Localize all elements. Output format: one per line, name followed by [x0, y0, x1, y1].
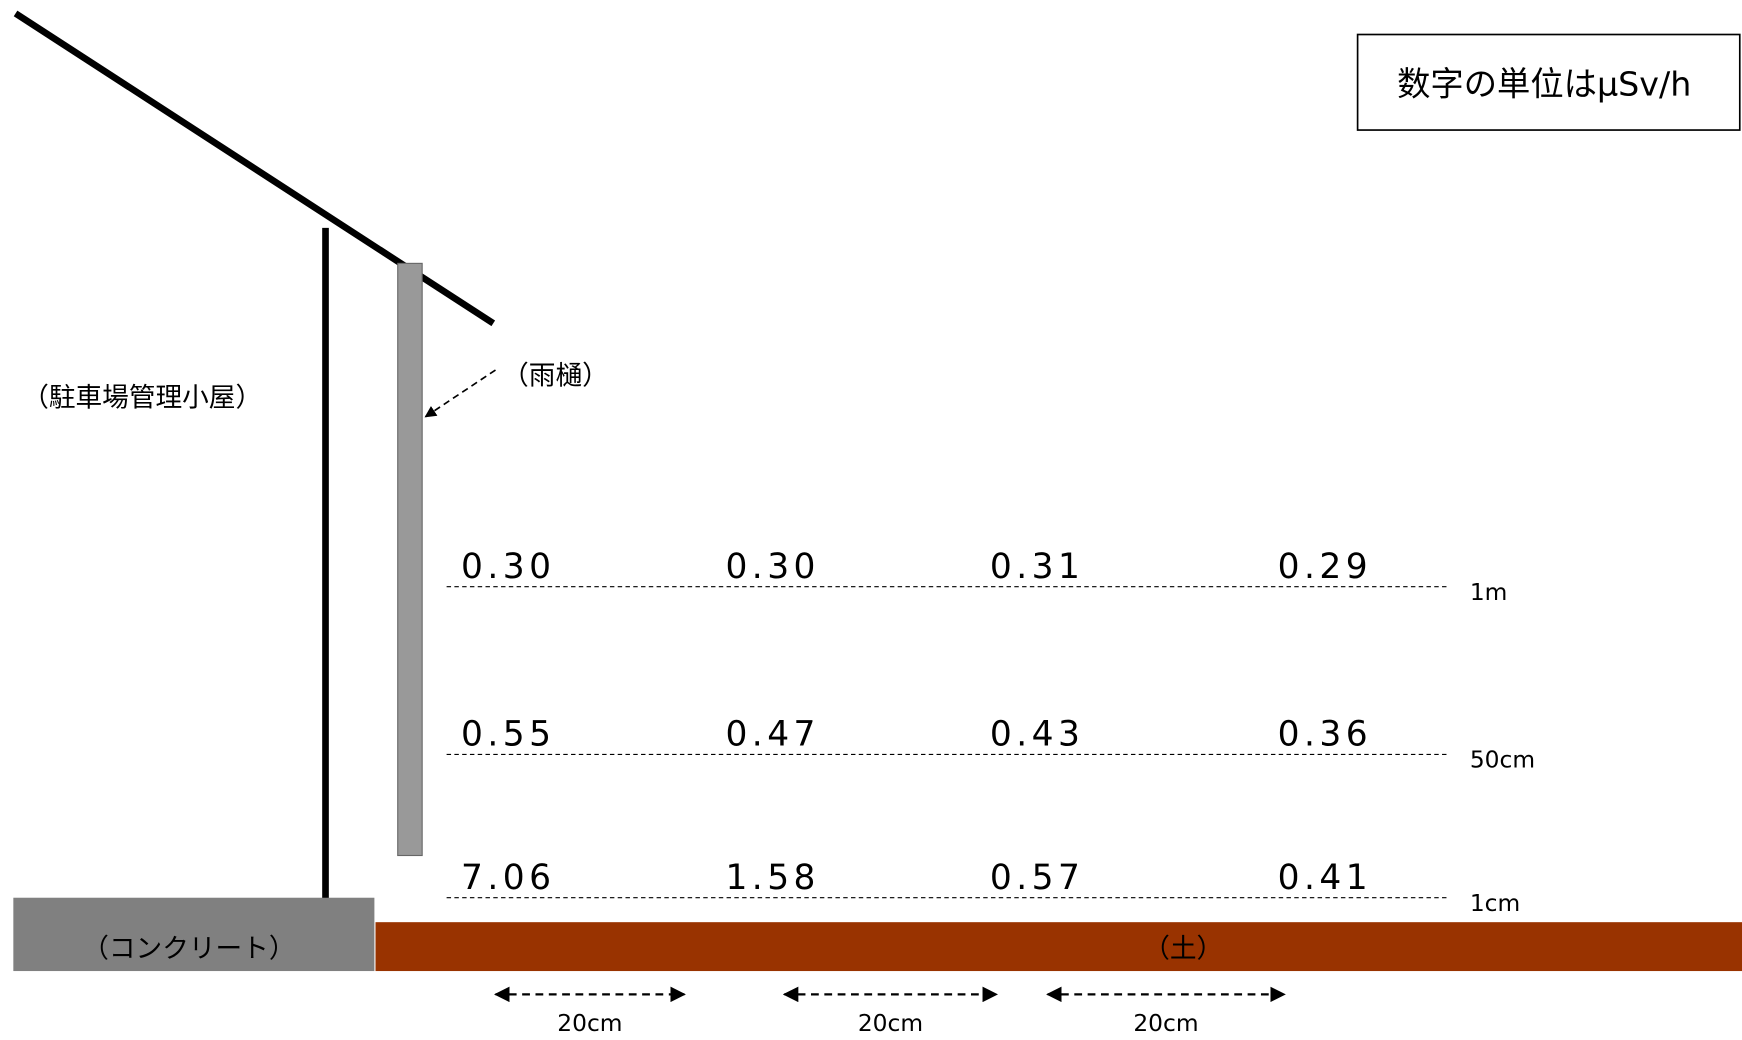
dose-value: 0.47 — [725, 715, 819, 755]
height-label: 50cm — [1470, 746, 1535, 774]
spacing-label: 20cm — [1133, 1009, 1198, 1037]
spacing-label: 20cm — [858, 1009, 923, 1037]
dose-value: 0.57 — [990, 858, 1084, 898]
gutter — [397, 262, 423, 857]
soil-label: （土） — [1143, 934, 1223, 965]
dose-value: 0.41 — [1278, 858, 1372, 898]
dose-value: 1.58 — [725, 858, 819, 898]
concrete — [13, 897, 375, 972]
dose-value: 0.36 — [1278, 715, 1372, 755]
dose-value: 0.43 — [990, 715, 1084, 755]
dose-value: 0.30 — [725, 547, 819, 587]
height-label: 1m — [1470, 578, 1508, 606]
building-label: （駐車場管理小屋） — [22, 383, 262, 414]
gutter-label: （雨樋） — [502, 360, 609, 391]
gutter-pointer — [424, 369, 496, 418]
unit-box — [1356, 33, 1741, 131]
measurements: 1m 0.30 0.30 0.31 0.29 50cm 0.55 0.47 0.43 0.36 1c… — [446, 547, 1535, 917]
spacing-label: 20cm — [557, 1009, 622, 1037]
unit-note: 数字の単位はμSv/h — [1397, 65, 1691, 104]
dose-value: 7.06 — [461, 858, 555, 898]
dose-value: 0.29 — [1278, 547, 1372, 587]
height-label: 1cm — [1470, 889, 1520, 917]
dose-value: 0.55 — [461, 715, 555, 755]
soil — [375, 922, 1742, 972]
spacings: 20cm 20cm 20cm — [493, 986, 1286, 1037]
dose-value: 0.30 — [461, 547, 555, 587]
dose-value: 0.31 — [990, 547, 1084, 587]
concrete-label: （コンクリート） — [82, 934, 295, 965]
